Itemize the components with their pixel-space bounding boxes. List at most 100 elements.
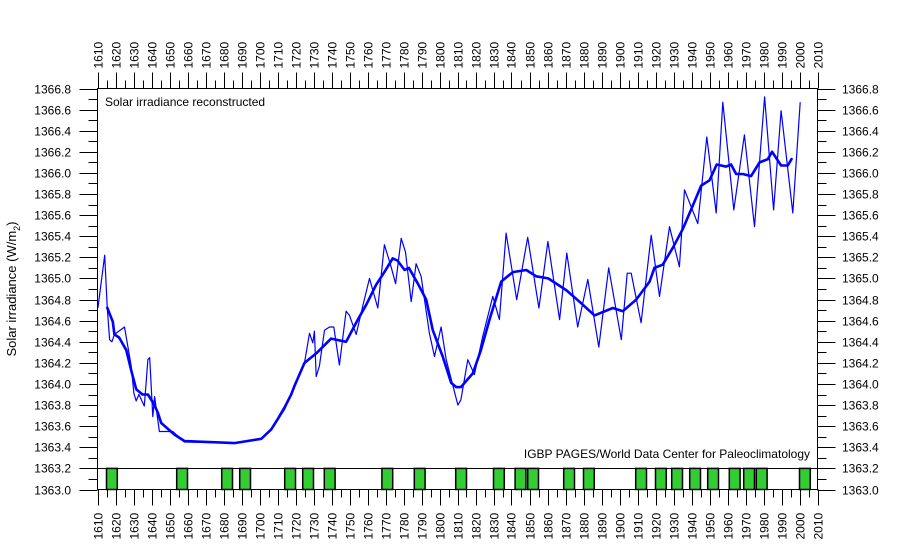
x-tick-label-top: 1870: [560, 41, 574, 68]
y-tick-label-right: 1364.2: [842, 357, 879, 371]
x-tick-label-bottom: 1810: [452, 512, 466, 539]
x-tick-label-bottom: 1970: [740, 512, 754, 539]
y-tick-label-right: 1363.0: [842, 484, 879, 498]
data-lines: [97, 96, 801, 445]
x-tick-label-bottom: 1650: [164, 512, 178, 539]
y-tick-label-right: 1366.0: [842, 167, 879, 181]
y-tick-label-left: 1364.4: [34, 336, 71, 350]
x-tick-label-bottom: 1680: [218, 512, 232, 539]
x-tick-label-top: 1830: [488, 41, 502, 68]
minimum-bar: [514, 467, 527, 491]
x-tick-label-top: 1860: [542, 41, 556, 68]
minimum-bar: [562, 467, 576, 491]
x-tick-label-bottom: 1620: [110, 512, 124, 539]
y-tick-label-left: 1365.8: [34, 188, 71, 202]
y-tick-label-right: 1366.6: [842, 104, 879, 118]
x-tick-label-bottom: 1900: [614, 512, 628, 539]
x-tick-label-top: 1620: [110, 41, 124, 68]
y-tick-label-right: 1365.8: [842, 188, 879, 202]
x-tick-label-top: 1710: [272, 41, 286, 68]
x-tick-label-top: 1630: [128, 41, 142, 68]
y-tick-label-left: 1363.8: [34, 399, 71, 413]
x-tick-label-bottom: 1740: [326, 512, 340, 539]
x-tick-label-bottom: 1950: [704, 512, 718, 539]
x-tick-label-top: 1640: [146, 41, 160, 68]
y-tick-label-right: 1366.4: [842, 125, 879, 139]
y-tick-label-left: 1366.2: [34, 146, 71, 160]
x-tick-label-top: 1720: [290, 41, 304, 68]
x-tick-label-top: 1740: [326, 41, 340, 68]
x-tick-label-top: 1920: [650, 41, 664, 68]
minimum-bar: [381, 467, 394, 491]
x-tick-label-top: 1950: [704, 41, 718, 68]
y-tick-label-left: 1364.2: [34, 357, 71, 371]
y-tick-label-left: 1363.6: [34, 420, 71, 434]
x-tick-label-top: 1970: [740, 41, 754, 68]
x-tick-label-bottom: 1760: [362, 512, 376, 539]
plot-frame: [97, 88, 818, 490]
y-tick-label-right: 1363.6: [842, 420, 879, 434]
y-tick-label-left: 1365.2: [34, 251, 71, 265]
minima-bars: [105, 467, 812, 491]
x-tick-label-bottom: 2000: [794, 512, 808, 539]
x-tick-label-bottom: 1790: [416, 512, 430, 539]
minimum-bar: [323, 467, 336, 491]
x-tick-label-bottom: 1700: [254, 512, 268, 539]
x-tick-label-top: 1680: [218, 41, 232, 68]
y-tick-label-right: 1366.2: [842, 146, 879, 160]
y-tick-label-left: 1366.4: [34, 125, 71, 139]
x-tick-label-bottom: 1980: [758, 512, 772, 539]
y-tick-label-right: 1365.6: [842, 209, 879, 223]
x-tick-label-top: 1910: [632, 41, 646, 68]
x-tick-label-top: 1760: [362, 41, 376, 68]
x-tick-label-bottom: 1920: [650, 512, 664, 539]
x-tick-label-bottom: 1870: [560, 512, 574, 539]
y-tick-label-right: 1363.2: [842, 462, 879, 476]
x-tick-label-top: 1790: [416, 41, 430, 68]
x-tick-label-top: 1940: [686, 41, 700, 68]
x-tick-label-bottom: 1690: [236, 512, 250, 539]
y-axis-label-end: ): [4, 221, 19, 225]
x-tick-label-top: 1770: [380, 41, 394, 68]
y-tick-label-right: 1365.2: [842, 251, 879, 265]
x-tick-label-top: 1980: [758, 41, 772, 68]
y-tick-label-right: 1364.4: [842, 336, 879, 350]
y-tick-label-right: 1364.6: [842, 315, 879, 329]
x-tick-label-bottom: 1750: [344, 512, 358, 539]
y-axis-label-subscript: 2: [12, 226, 22, 231]
minimum-bar: [454, 467, 468, 491]
y-tick-label-left: 1366.0: [34, 167, 71, 181]
x-tick-label-top: 1960: [722, 41, 736, 68]
y-tick-label-right: 1365.4: [842, 230, 879, 244]
x-tick-label-top: 2000: [794, 41, 808, 68]
y-tick-label-left: 1364.0: [34, 378, 71, 392]
y-tick-label-right: 1364.0: [842, 378, 879, 392]
annual-irradiance-line: [97, 96, 801, 444]
x-tick-label-bottom: 1850: [524, 512, 538, 539]
y-tick-label-left: 1366.6: [34, 104, 71, 118]
x-tick-label-bottom: 1890: [596, 512, 610, 539]
x-tick-label-bottom: 1990: [776, 512, 790, 539]
x-tick-label-bottom: 1960: [722, 512, 736, 539]
y-tick-label-right: 1363.4: [842, 441, 879, 455]
x-tick-label-bottom: 1630: [128, 512, 142, 539]
x-tick-label-bottom: 1780: [398, 512, 412, 539]
x-tick-label-top: 1690: [236, 41, 250, 68]
x-tick-label-bottom: 1840: [505, 512, 519, 539]
minimum-bar: [526, 467, 540, 491]
x-tick-label-bottom: 1930: [668, 512, 682, 539]
minimum-bar: [413, 467, 426, 491]
x-tick-label-bottom: 1800: [434, 512, 448, 539]
source-annotation: IGBP PAGES/World Data Center for Paleocl…: [524, 447, 810, 461]
y-tick-label-right: 1365.0: [842, 272, 879, 286]
x-tick-label-top: 1880: [578, 41, 592, 68]
x-tick-label-top: 1990: [776, 41, 790, 68]
y-tick-label-right: 1366.8: [842, 83, 879, 97]
minimum-bar: [238, 467, 252, 491]
x-tick-label-bottom: 1820: [470, 512, 484, 539]
x-tick-label-top: 1850: [524, 41, 538, 68]
x-tick-label-bottom: 1880: [578, 512, 592, 539]
x-tick-label-top: 1840: [505, 41, 519, 68]
x-tick-label-top: 1930: [668, 41, 682, 68]
x-tick-label-bottom: 1730: [308, 512, 322, 539]
